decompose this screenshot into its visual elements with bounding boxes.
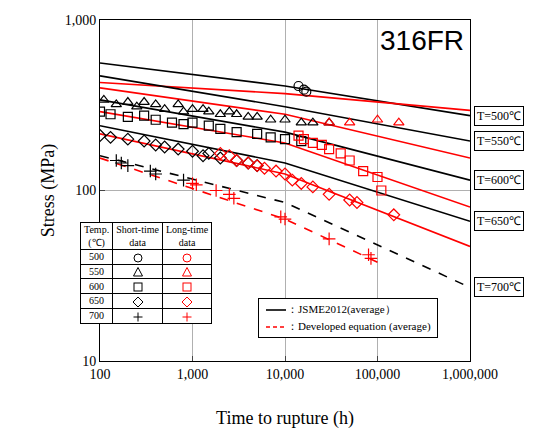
svg-text:T=550℃: T=550℃ — [477, 134, 521, 148]
svg-text:1,000,000: 1,000,000 — [442, 367, 498, 382]
svg-text:Stress (MPa): Stress (MPa) — [38, 144, 59, 238]
html-text:data: data — [129, 237, 146, 248]
html-text:：Developed equation (average): ：Developed equation (average) — [287, 320, 431, 332]
html-text:：JSME2012(average）: ：JSME2012(average） — [287, 303, 396, 315]
html-text:600: 600 — [89, 280, 105, 292]
svg-text:1,000: 1,000 — [65, 13, 97, 28]
html-text:650: 650 — [89, 295, 105, 307]
svg-text:T=700℃: T=700℃ — [477, 280, 521, 294]
svg-text:T=600℃: T=600℃ — [477, 173, 521, 187]
svg-text:Time to rupture (h): Time to rupture (h) — [216, 408, 354, 429]
svg-text:10,000: 10,000 — [266, 367, 305, 382]
html-text:Temp.: Temp. — [84, 224, 110, 235]
svg-text:100: 100 — [75, 183, 96, 198]
svg-text:T=650℃: T=650℃ — [477, 214, 521, 228]
svg-text:100,000: 100,000 — [355, 367, 401, 382]
svg-text:100: 100 — [90, 367, 111, 382]
svg-text:10: 10 — [82, 354, 96, 369]
html-text:550: 550 — [89, 266, 105, 277]
svg-text:1,000: 1,000 — [177, 367, 209, 382]
html-text:500: 500 — [89, 251, 105, 263]
html-text:Long-time: Long-time — [165, 224, 209, 235]
html-text:700: 700 — [89, 310, 105, 322]
svg-text:316FR: 316FR — [380, 25, 464, 56]
svg-text:T=500℃: T=500℃ — [477, 109, 521, 123]
html-text:data: data — [178, 237, 196, 248]
html-text:Short-time: Short-time — [116, 224, 159, 235]
